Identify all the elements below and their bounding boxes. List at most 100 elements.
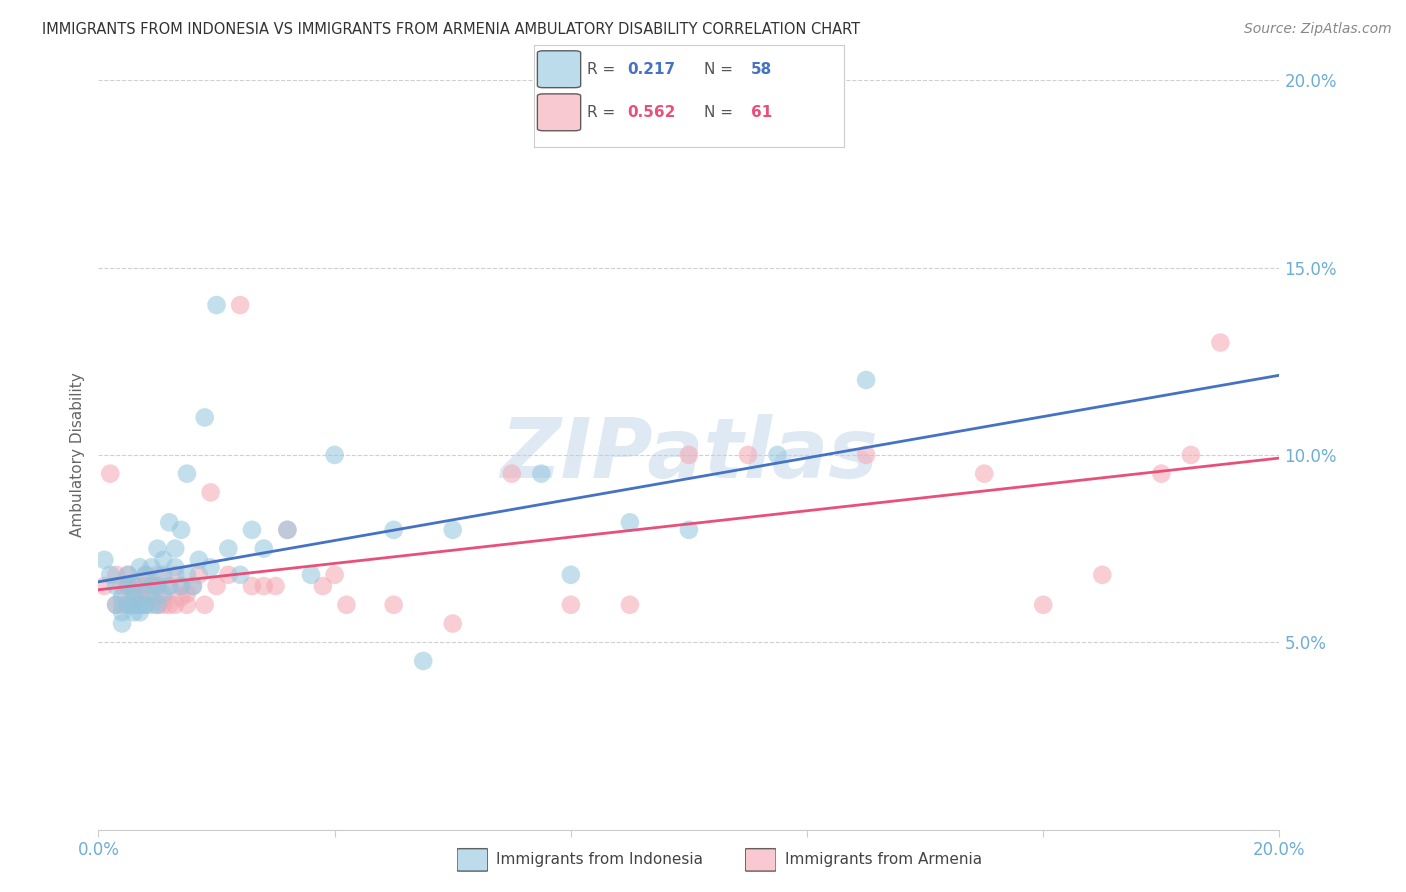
Point xyxy=(240,579,263,593)
Point xyxy=(176,567,198,582)
Point xyxy=(187,553,209,567)
Point xyxy=(122,586,145,600)
Point xyxy=(194,410,217,425)
Point xyxy=(135,598,157,612)
Point xyxy=(117,598,139,612)
Point xyxy=(253,579,276,593)
Point xyxy=(276,523,298,537)
Point xyxy=(128,586,150,600)
Point xyxy=(264,579,287,593)
Point xyxy=(217,541,239,556)
Point xyxy=(152,586,174,600)
Text: Immigrants from Indonesia: Immigrants from Indonesia xyxy=(496,853,703,867)
Text: 61: 61 xyxy=(751,104,772,120)
Point xyxy=(146,598,169,612)
Point xyxy=(170,579,193,593)
Point xyxy=(152,591,174,605)
Point xyxy=(105,598,128,612)
Point xyxy=(135,598,157,612)
Text: R =: R = xyxy=(586,62,620,77)
Point xyxy=(1180,448,1202,462)
FancyBboxPatch shape xyxy=(537,94,581,131)
Point xyxy=(152,598,174,612)
Point xyxy=(146,541,169,556)
Point xyxy=(111,616,134,631)
Point xyxy=(855,448,877,462)
Point xyxy=(157,598,180,612)
Text: ZIPatlas: ZIPatlas xyxy=(501,415,877,495)
Point xyxy=(117,567,139,582)
Point xyxy=(146,567,169,582)
Point xyxy=(200,485,222,500)
Point xyxy=(412,654,434,668)
Point xyxy=(165,560,187,574)
Point xyxy=(165,567,187,582)
Point xyxy=(441,523,464,537)
Point xyxy=(135,567,157,582)
Point xyxy=(766,448,789,462)
Point xyxy=(194,598,217,612)
Text: IMMIGRANTS FROM INDONESIA VS IMMIGRANTS FROM ARMENIA AMBULATORY DISABILITY CORRE: IMMIGRANTS FROM INDONESIA VS IMMIGRANTS … xyxy=(42,22,860,37)
Point xyxy=(122,579,145,593)
Point xyxy=(117,579,139,593)
Point xyxy=(117,598,139,612)
Point xyxy=(122,591,145,605)
Text: 0.562: 0.562 xyxy=(627,104,675,120)
Point xyxy=(146,579,169,593)
Point xyxy=(382,523,405,537)
Point xyxy=(855,373,877,387)
Point xyxy=(165,541,187,556)
Point xyxy=(165,598,187,612)
Point xyxy=(678,448,700,462)
Point xyxy=(560,598,582,612)
Point xyxy=(441,616,464,631)
Point xyxy=(176,467,198,481)
Point xyxy=(176,586,198,600)
Point xyxy=(111,579,134,593)
Point xyxy=(146,579,169,593)
Point xyxy=(560,567,582,582)
Point xyxy=(152,553,174,567)
Point xyxy=(128,605,150,619)
Point xyxy=(111,598,134,612)
Point xyxy=(312,579,335,593)
Point xyxy=(135,567,157,582)
Text: R =: R = xyxy=(586,104,620,120)
Point xyxy=(323,448,346,462)
Point xyxy=(117,567,139,582)
Point xyxy=(117,579,139,593)
Text: 58: 58 xyxy=(751,62,772,77)
Point xyxy=(93,579,115,593)
Point xyxy=(382,598,405,612)
Point xyxy=(217,567,239,582)
Point xyxy=(205,298,228,312)
Point xyxy=(200,560,222,574)
Point xyxy=(176,598,198,612)
Y-axis label: Ambulatory Disability: Ambulatory Disability xyxy=(69,373,84,537)
Point xyxy=(1209,335,1232,350)
Point xyxy=(141,598,163,612)
Point xyxy=(122,605,145,619)
Text: N =: N = xyxy=(704,62,738,77)
Point xyxy=(128,579,150,593)
Point xyxy=(229,298,252,312)
Point xyxy=(135,586,157,600)
Point xyxy=(111,605,134,619)
Point xyxy=(973,467,995,481)
Point xyxy=(98,467,121,481)
Point xyxy=(678,523,700,537)
Point xyxy=(205,579,228,593)
Text: 0.217: 0.217 xyxy=(627,62,675,77)
Point xyxy=(181,579,204,593)
Point xyxy=(141,560,163,574)
Point xyxy=(619,516,641,530)
Point xyxy=(105,598,128,612)
Point xyxy=(135,579,157,593)
Point xyxy=(501,467,523,481)
Point xyxy=(299,567,322,582)
Point xyxy=(122,579,145,593)
Point xyxy=(128,598,150,612)
Point xyxy=(105,579,128,593)
Point xyxy=(181,579,204,593)
Point xyxy=(530,467,553,481)
